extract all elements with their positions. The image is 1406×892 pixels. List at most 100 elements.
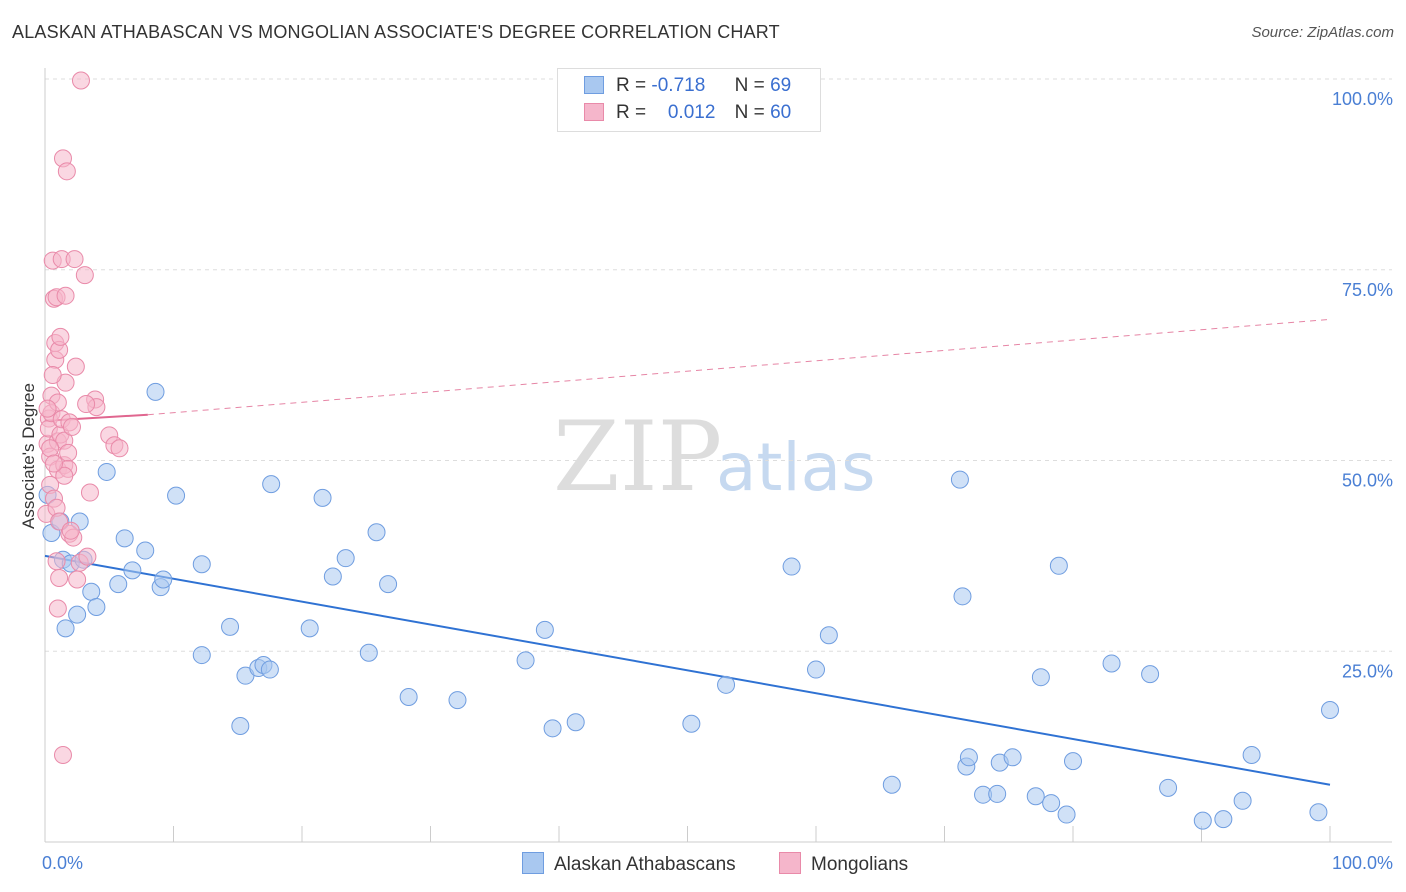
point-alaskan: [146, 382, 165, 401]
point-mongolian: [53, 746, 72, 765]
point-alaskan: [953, 587, 972, 606]
point-alaskan: [1031, 668, 1050, 687]
point-alaskan: [87, 597, 106, 616]
point-mongolian: [47, 552, 66, 571]
point-alaskan: [1214, 810, 1233, 829]
bottom-legend-swatch-mongolian: [779, 852, 801, 874]
point-alaskan: [516, 651, 535, 670]
point-alaskan: [1242, 746, 1261, 765]
point-mongolian: [48, 599, 67, 618]
point-alaskan: [988, 784, 1007, 803]
point-mongolian: [51, 327, 70, 346]
point-mongolian: [71, 71, 90, 90]
point-alaskan: [1049, 556, 1068, 575]
data-points: [37, 71, 1339, 830]
legend-n-value: 69: [770, 75, 792, 96]
y-tick-label: 100.0%: [1332, 89, 1393, 109]
bottom-legend-label-alaskan: Alaskan Athabascans: [554, 854, 736, 875]
point-mongolian: [80, 483, 99, 502]
bottom-legend-label-mongolian: Mongolians: [811, 854, 909, 875]
watermark-zip: ZIP: [553, 401, 722, 513]
point-mongolian: [55, 466, 74, 485]
chart-title: ALASKAN ATHABASCAN VS MONGOLIAN ASSOCIAT…: [12, 22, 780, 42]
point-mongolian: [61, 521, 80, 540]
bottom-legend-mongolian: Mongolians: [779, 852, 908, 876]
point-alaskan: [167, 486, 186, 505]
point-alaskan: [313, 488, 332, 507]
legend-n-value: 60: [770, 102, 792, 123]
point-mongolian: [65, 250, 84, 269]
point-alaskan: [566, 713, 585, 732]
point-alaskan: [1321, 701, 1339, 720]
point-alaskan: [1042, 794, 1061, 813]
point-alaskan: [231, 717, 250, 736]
legend: R = -0.718 N = 69 R = 0.012 N = 60: [557, 68, 821, 132]
source-label: Source: ZipAtlas.com: [1251, 24, 1394, 41]
point-alaskan: [448, 691, 467, 710]
point-mongolian: [110, 439, 129, 458]
legend-n-label: N =: [734, 102, 765, 123]
point-mongolian: [38, 399, 57, 418]
y-tick-label: 25.0%: [1342, 661, 1393, 681]
point-alaskan: [682, 714, 701, 733]
point-alaskan: [192, 555, 211, 574]
point-alaskan: [221, 617, 240, 636]
point-alaskan: [262, 475, 281, 494]
point-alaskan: [882, 775, 901, 794]
point-alaskan: [535, 620, 554, 639]
point-alaskan: [1159, 778, 1178, 797]
point-alaskan: [336, 549, 355, 568]
point-alaskan: [68, 605, 87, 624]
point-mongolian: [43, 366, 62, 385]
point-alaskan: [1003, 748, 1022, 767]
point-alaskan: [1102, 654, 1121, 673]
grid-lines: [45, 78, 1392, 652]
point-alaskan: [136, 541, 155, 560]
point-alaskan: [1309, 803, 1328, 822]
point-alaskan: [379, 575, 398, 594]
bottom-legend-swatch-alaskan: [522, 852, 544, 874]
legend-r-label: R =: [616, 75, 647, 96]
point-alaskan: [1064, 752, 1082, 771]
point-mongolian: [41, 439, 60, 458]
point-mongolian: [78, 547, 97, 566]
legend-r-value: -0.718: [651, 75, 706, 96]
point-alaskan: [82, 582, 101, 601]
point-mongolian: [77, 395, 96, 414]
point-alaskan: [97, 462, 116, 481]
legend-swatch-alaskan: [584, 76, 604, 94]
point-alaskan: [959, 748, 978, 767]
point-alaskan: [56, 619, 75, 638]
point-alaskan: [717, 675, 736, 694]
point-alaskan: [323, 567, 342, 586]
point-alaskan: [1141, 665, 1160, 684]
y-tick-label: 75.0%: [1342, 280, 1393, 300]
point-alaskan: [399, 688, 418, 707]
x-tick-label: 0.0%: [42, 853, 83, 873]
point-mongolian: [62, 417, 81, 436]
point-alaskan: [359, 643, 378, 662]
trend-line-mongolian-extension: [147, 318, 1331, 416]
y-tick-label: 50.0%: [1342, 471, 1393, 491]
trend-lines: [44, 318, 1331, 786]
point-mongolian: [59, 443, 78, 462]
point-alaskan: [109, 575, 128, 594]
legend-n-label: N =: [734, 75, 765, 96]
trend-line-alaskan: [44, 554, 1331, 786]
x-tick-label: 100.0%: [1332, 853, 1393, 873]
legend-r-value: 0.012: [667, 102, 716, 123]
point-mongolian: [50, 569, 69, 588]
point-alaskan: [123, 561, 142, 580]
point-mongolian: [44, 454, 63, 473]
point-alaskan: [300, 619, 319, 638]
legend-row-mongolian: R = 0.012 N = 60: [584, 102, 791, 128]
point-alaskan: [950, 470, 969, 489]
point-alaskan: [1233, 791, 1252, 810]
tick-labels: 25.0% 50.0% 75.0% 100.0% 0.0% 100.0%: [42, 89, 1393, 873]
point-mongolian: [57, 162, 76, 181]
legend-swatch-mongolian: [584, 103, 604, 121]
point-mongolian: [68, 570, 87, 589]
bottom-legend-alaskan: Alaskan Athabascans: [522, 852, 736, 876]
legend-r-label: R =: [616, 102, 647, 123]
